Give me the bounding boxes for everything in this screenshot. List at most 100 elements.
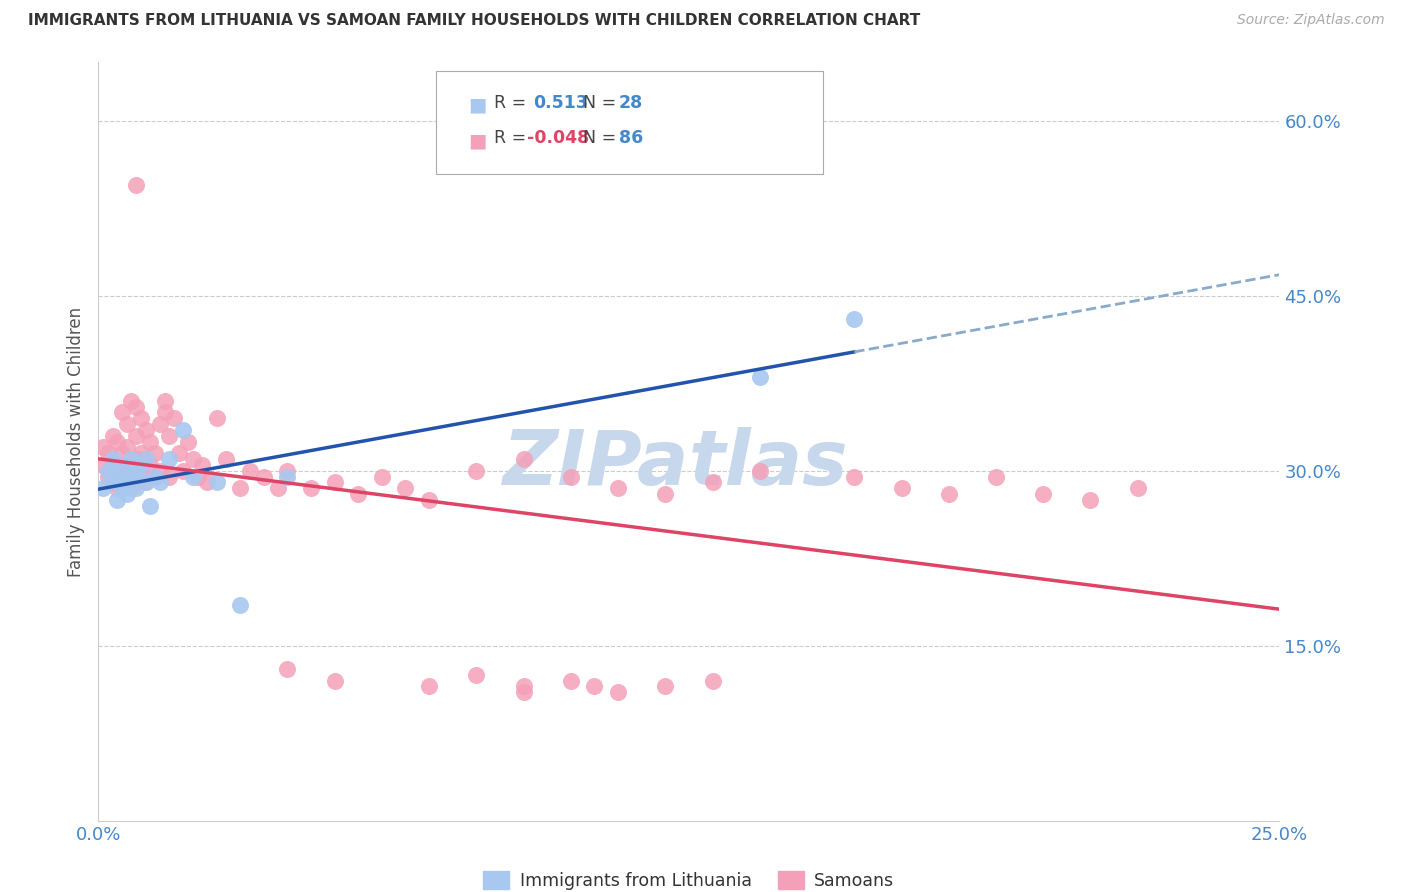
Point [105,492,128,507]
Point [121,458,143,472]
Point [205,475,228,490]
Point [654,680,676,694]
Point [167,446,190,460]
Point [149,417,172,431]
Point [135,475,157,490]
Y-axis label: Family Households with Children: Family Households with Children [66,307,84,576]
Text: tlas: tlas [689,427,849,501]
Text: ■: ■ [468,131,486,150]
Point [1080,492,1102,507]
Text: N =: N = [583,94,623,112]
Point [187,469,209,483]
Point [111,464,134,478]
Point [111,446,134,460]
Point [323,475,346,490]
Point [195,475,218,490]
Point [560,673,582,688]
Point [299,481,322,495]
Point [153,405,176,419]
Point [239,464,262,478]
Text: 86: 86 [619,129,643,147]
Point [938,487,960,501]
Point [101,475,124,490]
Text: R =: R = [494,94,531,112]
Text: R =: R = [494,129,531,147]
Point [890,481,912,495]
Point [149,475,172,490]
Point [111,405,134,419]
Point [583,680,606,694]
Text: IMMIGRANTS FROM LITHUANIA VS SAMOAN FAMILY HOUSEHOLDS WITH CHILDREN CORRELATION : IMMIGRANTS FROM LITHUANIA VS SAMOAN FAMI… [28,13,921,29]
Point [172,464,194,478]
Point [229,598,252,612]
Point [105,475,128,490]
Point [371,469,394,483]
Point [418,680,440,694]
Point [418,492,440,507]
Point [125,475,148,490]
Point [347,487,370,501]
Point [748,464,770,478]
Point [276,464,298,478]
Point [125,178,148,192]
Point [135,475,157,490]
Point [135,452,157,467]
Point [121,393,143,408]
Point [560,469,582,483]
Point [191,458,214,472]
Point [177,434,200,449]
Point [512,685,534,699]
Point [105,458,128,472]
Point [215,452,238,467]
Point [101,469,124,483]
Point [181,469,204,483]
Point [276,469,298,483]
Point [111,481,134,495]
Point [105,434,128,449]
Point [115,464,138,478]
Text: ■: ■ [468,95,486,114]
Point [97,446,120,460]
Point [1126,481,1149,495]
Point [91,458,114,472]
Point [139,499,162,513]
Point [702,673,724,688]
Point [654,487,676,501]
Text: N =: N = [583,129,623,147]
Point [984,469,1007,483]
Point [143,469,166,483]
Point [121,452,143,467]
Point [125,400,148,414]
Point [121,481,143,495]
Point [111,469,134,483]
Point [129,411,152,425]
Point [125,481,148,495]
Point [153,393,176,408]
Point [465,668,488,682]
Point [97,464,120,478]
Point [115,469,138,483]
Point [101,452,124,467]
Point [121,469,143,483]
Point [702,475,724,490]
Point [125,464,148,478]
Text: Source: ZipAtlas.com: Source: ZipAtlas.com [1237,13,1385,28]
Point [276,662,298,676]
Point [149,464,172,478]
Text: ZIPa: ZIPa [502,427,689,501]
Point [512,452,534,467]
Point [115,417,138,431]
Point [323,673,346,688]
Point [465,464,488,478]
Point [229,481,252,495]
Point [91,481,114,495]
Point [101,428,124,442]
Point [101,452,124,467]
Point [844,312,866,326]
Point [157,452,180,467]
Point [267,481,290,495]
Point [607,481,630,495]
Point [143,446,166,460]
Point [105,481,128,495]
Point [91,441,114,455]
